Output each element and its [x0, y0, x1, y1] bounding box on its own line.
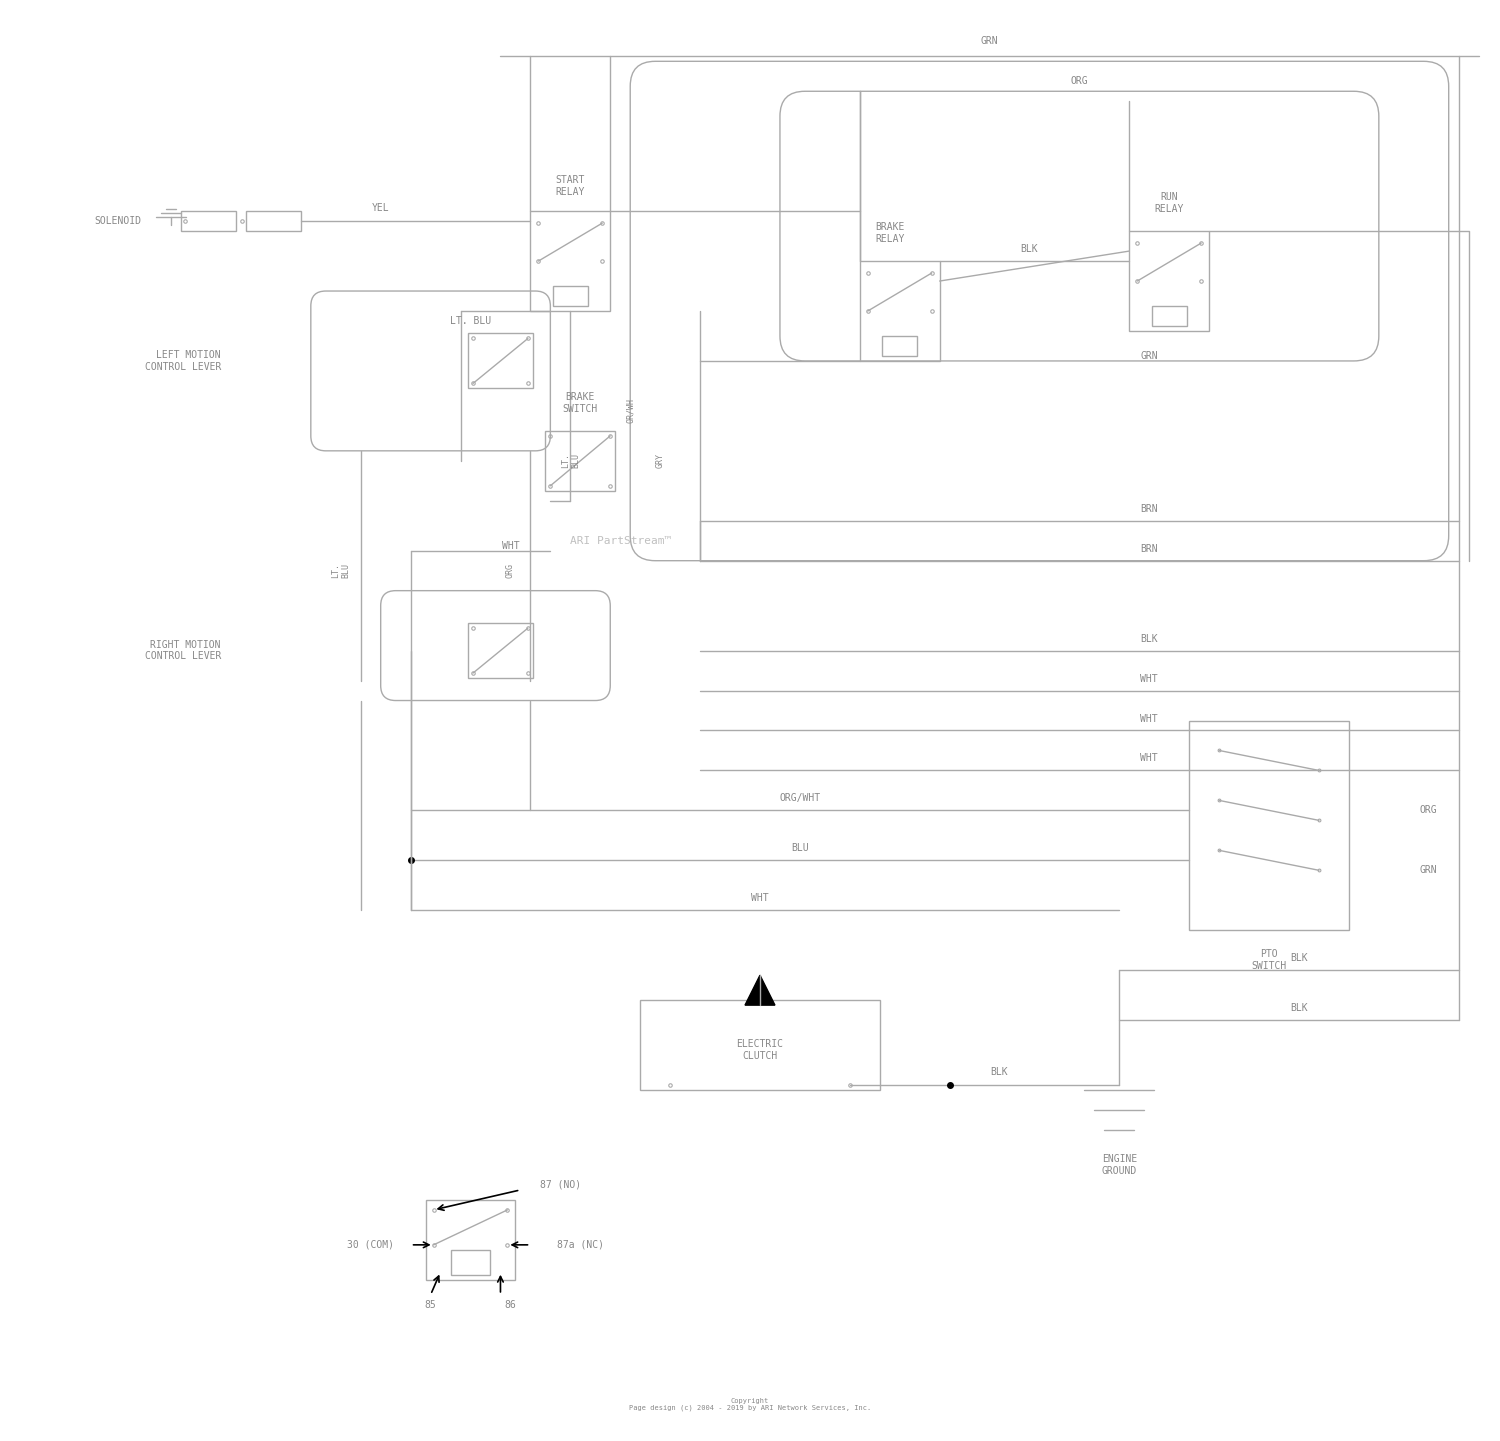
Text: WHT: WHT	[1140, 673, 1158, 683]
Text: LT. BLU: LT. BLU	[450, 316, 491, 326]
Text: ORG: ORG	[506, 563, 515, 578]
Bar	[246, 212, 302, 231]
Text: GRN: GRN	[1140, 352, 1158, 360]
Text: WHT: WHT	[1140, 713, 1158, 723]
Bar	[640, 1000, 880, 1089]
Text: OR/WH: OR/WH	[626, 398, 634, 424]
Bar	[182, 212, 236, 231]
Text: WHT: WHT	[501, 540, 519, 550]
Bar	[859, 261, 939, 360]
Bar	[882, 336, 916, 356]
Text: SOLENOID: SOLENOID	[94, 216, 141, 226]
Text: BLK: BLK	[990, 1068, 1008, 1076]
Text: 85: 85	[424, 1300, 436, 1310]
Text: ENGINE
GROUND: ENGINE GROUND	[1101, 1154, 1137, 1176]
Text: LT.
BLU: LT. BLU	[332, 563, 351, 578]
Text: Copyright
Page design (c) 2004 - 2019 by ARI Network Services, Inc.: Copyright Page design (c) 2004 - 2019 by…	[628, 1398, 872, 1411]
Bar	[1130, 231, 1209, 331]
Text: ORG: ORG	[1071, 76, 1088, 86]
Text: ORG: ORG	[1420, 806, 1437, 816]
Polygon shape	[746, 976, 776, 1006]
Text: ELECTRIC
CLUTCH: ELECTRIC CLUTCH	[736, 1039, 783, 1061]
Text: RUN
RELAY: RUN RELAY	[1155, 192, 1184, 213]
Bar	[450, 1249, 491, 1275]
Bar	[531, 212, 610, 311]
Bar	[1152, 305, 1186, 326]
Bar	[546, 431, 615, 491]
Text: BRAKE
SWITCH: BRAKE SWITCH	[562, 392, 598, 414]
Text: LT.
BLU: LT. BLU	[561, 454, 580, 468]
Text: BLK: BLK	[1140, 634, 1158, 644]
Text: WHT: WHT	[752, 893, 770, 904]
Text: BRAKE
RELAY: BRAKE RELAY	[874, 222, 904, 244]
Text: BLU: BLU	[790, 843, 808, 853]
Text: START
RELAY: START RELAY	[555, 176, 585, 197]
Text: 30 (COM): 30 (COM)	[346, 1239, 394, 1249]
Text: WHT: WHT	[1140, 754, 1158, 764]
Bar	[554, 285, 588, 305]
Bar	[468, 623, 532, 679]
Bar	[1190, 720, 1348, 931]
Text: RIGHT MOTION
CONTROL LEVER: RIGHT MOTION CONTROL LEVER	[144, 640, 220, 661]
Text: YEL: YEL	[372, 203, 390, 213]
Text: GRN: GRN	[981, 36, 999, 46]
Text: GRN: GRN	[1420, 865, 1437, 875]
Text: BLK: BLK	[1290, 1003, 1308, 1013]
Text: PTO
SWITCH: PTO SWITCH	[1251, 950, 1287, 971]
Bar	[468, 333, 532, 389]
Text: BRN: BRN	[1140, 543, 1158, 553]
Text: BRN: BRN	[1140, 504, 1158, 514]
Text: BLK: BLK	[1290, 953, 1308, 963]
Text: 86: 86	[504, 1300, 516, 1310]
Text: ARI PartStream™: ARI PartStream™	[570, 536, 670, 546]
Text: BLK: BLK	[1020, 244, 1038, 254]
Bar	[426, 1200, 516, 1280]
Text: ORG/WHT: ORG/WHT	[780, 794, 820, 804]
Text: 87 (NO): 87 (NO)	[540, 1180, 580, 1190]
Text: LEFT MOTION
CONTROL LEVER: LEFT MOTION CONTROL LEVER	[144, 350, 220, 372]
Text: GRY: GRY	[656, 454, 664, 468]
Text: 87a (NC): 87a (NC)	[556, 1239, 604, 1249]
